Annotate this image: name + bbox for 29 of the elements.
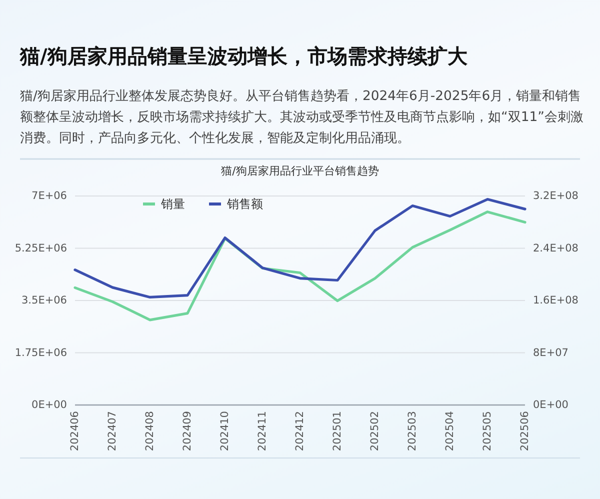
y-tick-label: 5.25E+06 xyxy=(14,242,68,254)
x-tick-label: 202505 xyxy=(482,411,494,452)
text: 猫/狗居家用品行业平台销售趋势 xyxy=(221,164,379,178)
y-tick-label: 1.75E+06 xyxy=(14,346,68,359)
x-tick-label: 202504 xyxy=(444,410,456,452)
x-tick-label: 202409 xyxy=(182,411,194,452)
y2-tick-label: 8E+07 xyxy=(533,346,568,359)
x-tick-label: 202407 xyxy=(106,411,118,452)
y2-tick-label: 1.6E+08 xyxy=(533,294,578,306)
chart-title: 猫/狗居家用品销量呈波动增长，市场需求持续扩大 xyxy=(20,43,468,70)
y-tick-label: 0E+00 xyxy=(32,399,67,411)
x-tick-label: 202506 xyxy=(519,410,531,452)
y-tick-label: 3.5E+06 xyxy=(22,294,68,306)
x-tick-label: 202502 xyxy=(369,411,381,452)
x-tick-label: 202406 xyxy=(69,410,81,452)
x-tick-label: 202503 xyxy=(406,411,418,452)
legend-label: 销量 xyxy=(160,197,185,211)
y-tick-label: 7E+06 xyxy=(32,190,68,202)
x-tick-label: 202411 xyxy=(256,411,268,452)
line-series xyxy=(74,198,526,299)
legend-label: 销售额 xyxy=(226,197,263,211)
x-tick-label: 202501 xyxy=(332,411,344,452)
y2-tick-label: 2.4E+08 xyxy=(533,242,578,254)
x-tick-label: 202410 xyxy=(219,411,231,452)
y2-tick-label: 3.2E+08 xyxy=(533,190,578,202)
x-tick-label: 202412 xyxy=(294,411,306,452)
y2-tick-label: 0E+00 xyxy=(533,399,568,411)
chart-subtitle: 猫/狗居家用品行业整体发展态势良好。从平台销售趋势看，2024年6月-2025年6月，销量和销售额整体呈波动增长，反映市场需求持续扩大。其波动或受季节性及电商节点影响，如“双11”会刺激消费。同时，产品向多元化、个性化发展，智能及定制化用品涌现。 xyxy=(20,88,584,148)
x-tick-label: 202408 xyxy=(144,411,156,452)
